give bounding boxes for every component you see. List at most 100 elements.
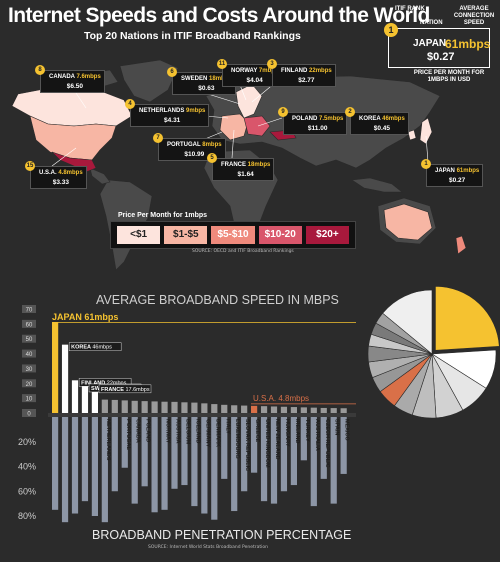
callout-speed: 9mbps xyxy=(186,108,206,114)
callout-cost: $3.33 xyxy=(52,179,69,186)
callout-speed: 7mbps xyxy=(258,68,279,74)
speed-tick-label: 20 xyxy=(26,382,33,388)
rank-badge: 1 xyxy=(421,159,431,169)
speed-tick-label: 70 xyxy=(26,308,33,314)
speed-bar xyxy=(111,399,118,413)
callout-country: FRANCE xyxy=(221,162,246,168)
rank-badge: 9 xyxy=(278,107,288,117)
penetration-bar xyxy=(71,417,79,514)
penetration-bar xyxy=(221,417,228,479)
callout-cost: $10.99 xyxy=(184,151,205,158)
penetration-bar xyxy=(181,417,188,486)
callout-country: POLAND xyxy=(292,116,318,122)
map-japan xyxy=(419,117,433,145)
penetration-country-label: TURKEY xyxy=(304,419,310,442)
penetration-bar xyxy=(151,417,158,513)
speed-bar xyxy=(231,405,238,413)
speed-bar xyxy=(310,407,317,413)
penetration-bar xyxy=(121,417,128,468)
rank-badge: 7 xyxy=(153,133,163,143)
page-title: Internet Speeds and Costs Around the Wor… xyxy=(8,4,430,27)
speed-label-box xyxy=(68,342,122,351)
legend-speed-label: AVERAGE CONNECTION SPEED xyxy=(453,6,495,26)
penetration-bar xyxy=(101,417,108,523)
callout-poland: 9 POLAND 7.5mbps $11.00 xyxy=(278,107,348,135)
map-central-america xyxy=(89,167,111,185)
penetration-tick-label: 60% xyxy=(18,486,36,496)
speed-bar xyxy=(300,407,307,413)
penetration-country-label: CANADA xyxy=(135,419,141,443)
legend-price-label: PRICE PER MONTH FOR 1MBPS IN USD xyxy=(413,70,485,83)
map-greenland xyxy=(119,59,179,103)
callout-cost: $0.27 xyxy=(448,177,466,184)
speed-bar xyxy=(181,402,188,413)
penetration-source: SOURCE: Internet World Stats Broadband P… xyxy=(148,545,268,550)
callout-speed: 7.6mbps xyxy=(76,74,101,80)
callout-country: NORWAY xyxy=(231,68,258,74)
speed-bar xyxy=(241,405,248,413)
speed-bar xyxy=(52,322,59,413)
penetration-bar xyxy=(310,417,317,507)
speed-tick-box xyxy=(22,334,36,343)
speed-axis: 0 10 20 30 40 50 60 70 xyxy=(22,305,356,418)
penetration-bar xyxy=(61,417,69,523)
penetration-country-label: GREECE xyxy=(254,419,260,443)
callout-cost: $4.31 xyxy=(164,117,181,124)
penetration-bar xyxy=(270,417,278,504)
penetration-country-label: NORWAY xyxy=(165,419,171,443)
callout-country: NETHERLANDS xyxy=(139,108,185,114)
rank-badge: 5 xyxy=(207,153,217,163)
penetration-country-label: AUSTRALIA xyxy=(314,419,320,451)
penetration-bar xyxy=(111,417,118,492)
legend-key-box: 1 JAPAN 61mbps $0.27 xyxy=(384,23,490,68)
callout-canada: 8 CANADA 7.6mbps $6.50 xyxy=(35,65,105,93)
penetration-bar xyxy=(260,417,268,502)
penetration-labels: NETHERLANDS PORTUGAL CANADA POLAND NORWAY AUS… xyxy=(105,419,350,471)
speed-tick-label: 10 xyxy=(26,397,33,403)
speed-bar xyxy=(121,400,128,413)
speed-tick-box xyxy=(22,394,36,403)
speed-bar xyxy=(81,385,89,413)
rank-badge: 15 xyxy=(25,161,35,171)
callout-japan: 1 JAPAN 61mbps $0.27 xyxy=(421,159,484,187)
map-indonesia xyxy=(351,177,403,193)
legend-rank-badge: 1 xyxy=(384,23,398,37)
callout-speed: 8mbps xyxy=(202,142,222,148)
speed-bar xyxy=(91,386,98,413)
callout-country: KOREA xyxy=(359,116,381,122)
callout-speed: 61mbps xyxy=(456,168,480,174)
speed-bar xyxy=(161,401,168,413)
penetration-country-label: IRELAND xyxy=(294,419,300,443)
penetration-country-label: HUNGARY xyxy=(284,419,290,447)
map-source: SOURCE: OECD and ITIF Broadband Rankings xyxy=(192,249,294,254)
callout-cost: $6.50 xyxy=(66,83,84,90)
callout-speed: 18mbps xyxy=(247,162,271,168)
legend-example-nation: JAPAN xyxy=(413,38,447,49)
speed-tick-box xyxy=(22,409,36,417)
speed-label-box xyxy=(98,384,152,394)
speed-bar xyxy=(251,405,258,413)
speed-bar xyxy=(340,408,347,413)
map-usa xyxy=(29,115,117,161)
callout-cost: $0.63 xyxy=(198,85,215,92)
penetration-bar xyxy=(330,417,337,504)
penetration-country-label: DENMARK xyxy=(214,419,220,447)
speed-bar xyxy=(211,404,218,413)
callout-speed: 7.5mbps xyxy=(319,116,344,122)
callout-finland: 3 FINLAND 22mbps $2.77 xyxy=(267,59,336,87)
penetration-bar xyxy=(320,417,327,479)
callout-speed: 22mbps xyxy=(309,68,332,74)
callout-cost: $1.64 xyxy=(237,171,254,178)
penetration-bar xyxy=(191,417,198,507)
speed-bar xyxy=(131,400,138,413)
penetration-country-label: NEW ZEALAND xyxy=(274,419,280,460)
cost-legend-title: Price Per Month for 1mbps xyxy=(118,212,208,219)
japan-speed-label: JAPAN 61mbps xyxy=(52,312,118,322)
penetration-bar xyxy=(131,417,138,504)
speed-bar xyxy=(221,404,228,413)
penetration-country-label: ICELAND xyxy=(194,419,200,443)
callout-speed: 18mbps xyxy=(209,76,232,82)
cost-bin-2: $1-$5 xyxy=(164,226,208,244)
rank-badge: 4 xyxy=(125,99,135,109)
